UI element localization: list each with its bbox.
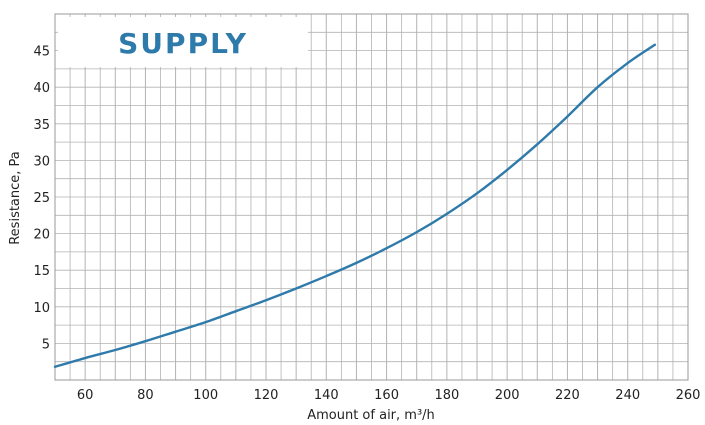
y-axis-ticks: 5 10 15 20 25 30 35 40 45 [33,45,50,353]
x-tick-label: 260 [676,388,701,403]
x-tick-label: 220 [555,388,580,403]
y-tick-label: 45 [33,45,50,60]
series-group [53,43,657,369]
x-tick-label: 120 [254,388,279,403]
x-tick-label: 200 [495,388,520,403]
y-tick-label: 40 [33,81,50,96]
plot-border [54,13,689,381]
x-tick-label: 160 [374,388,399,403]
chart-title: SUPPLY [118,27,248,60]
x-tick-label: 60 [77,388,94,403]
series-line-0 [53,43,657,369]
x-tick-label: 100 [193,388,218,403]
plot-frame [54,13,689,381]
y-tick-label: 20 [33,228,50,243]
y-tick-label: 5 [42,337,50,352]
y-tick-label: 30 [33,154,50,169]
chart-grid [54,13,689,381]
y-axis-title: Resistance, Pa [8,151,23,245]
x-axis-title: Amount of air, m³/h [307,408,435,423]
x-axis-ticks: 60 80 100 120 140 160 180 200 220 240 260 [77,388,701,403]
y-tick-label: 25 [33,191,50,206]
x-tick-label: 180 [434,388,459,403]
x-tick-label: 240 [615,388,640,403]
y-tick-label: 35 [33,118,50,133]
y-tick-label: 15 [33,264,50,279]
x-tick-label: 140 [314,388,339,403]
y-tick-label: 10 [33,301,50,316]
x-tick-label: 80 [137,388,154,403]
title-badge: SUPPLY [58,17,308,67]
title-badge-background [58,17,308,67]
